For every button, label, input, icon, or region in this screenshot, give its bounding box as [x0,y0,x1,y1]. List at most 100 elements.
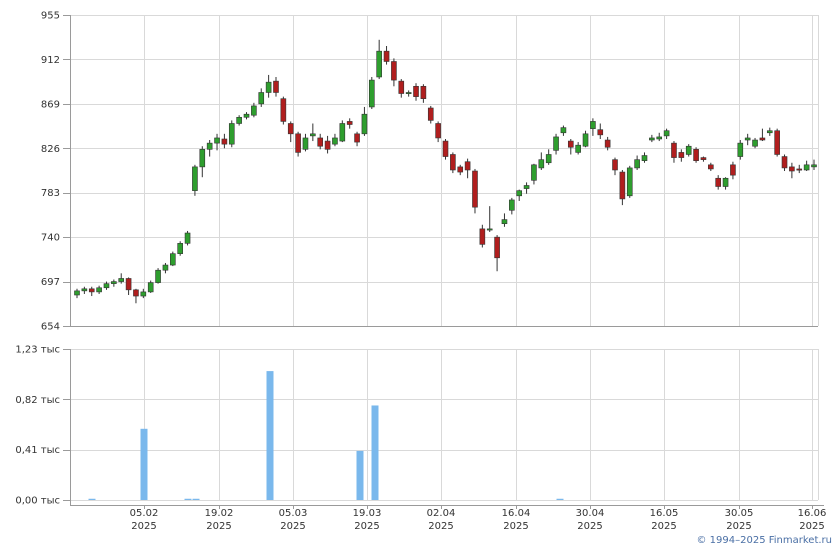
candle-body [678,152,685,158]
candle [317,133,324,150]
candle-body [273,80,279,93]
candle [251,102,257,118]
candle [597,123,604,139]
volume-y-tick-label: 0,41 тыс [15,445,60,456]
candle-body [634,159,640,169]
candle-body [413,85,419,97]
x-tick-year-label: 2025 [131,521,156,532]
x-tick-year-label: 2025 [503,521,528,532]
candle-body [118,278,125,282]
candle [766,127,773,136]
candle [184,230,191,246]
price-y-axis-labels: 955 912 869 826 783 740 697 654 [41,11,70,333]
candle [494,235,500,272]
candle [789,162,795,179]
candle [391,58,397,87]
x-tick-date-label: 05.02 [130,508,159,519]
candle [656,132,663,142]
candle-body [103,283,110,289]
candle [671,141,677,163]
candle [435,121,441,143]
candle-body [597,129,604,136]
x-tick-date-label: 16.04 [502,508,531,519]
candle-body [641,155,648,161]
candle [368,76,375,110]
candle-body [339,123,346,142]
candle [774,128,780,157]
candle [383,45,390,65]
volume-bar [556,498,564,500]
candle-body [140,291,147,297]
candle-body [346,121,353,125]
candle-body [501,219,508,225]
price-y-tick-label: 826 [41,144,60,155]
candle [287,121,294,143]
candle-body [258,92,265,105]
candle [472,168,478,214]
candle-body [663,130,670,137]
candle [479,224,486,248]
candle-body [133,289,139,297]
candle-body [192,166,198,191]
candle [796,164,803,174]
candle-body [781,156,788,169]
candle [228,120,235,148]
candle-body [722,177,729,187]
candle-body [228,123,235,145]
candle [354,131,360,147]
volume-bar [192,498,200,500]
candle-body [368,79,375,108]
candle-body [243,113,250,118]
price-y-tick-label: 869 [41,99,60,110]
candle-body [199,149,206,168]
candle-body [671,142,677,158]
candle-body [302,137,309,150]
candle [663,128,670,139]
candle [346,118,353,129]
candle-body [442,140,449,157]
volume-y-tick-label: 1,23 тыс [15,345,60,356]
candle-body [700,157,707,160]
candle [324,135,331,154]
candle [310,123,316,142]
candle-body [295,133,301,153]
candle-body [789,166,795,172]
x-tick-year-label: 2025 [428,521,453,532]
candle-body [420,85,427,99]
candle-body [435,123,441,139]
candle [420,84,427,103]
candle-body [531,164,537,181]
candle [177,241,183,256]
price-candles [74,39,817,304]
candle [214,133,220,151]
candle-body [265,81,272,93]
candle-body [796,168,803,171]
candle [693,147,699,163]
candle-body [332,137,338,145]
candle-body [737,142,744,157]
candle-body [774,130,780,155]
candle-body [486,228,493,231]
candle [442,138,449,160]
volume-bar [266,371,274,500]
candle [715,175,721,190]
candle [803,160,810,172]
candle-body [81,288,88,292]
copyright-credit[interactable]: © 1994–2025 Finmarket.ru [696,535,832,546]
volume-y-tick-label: 0,82 тыс [15,395,60,406]
candle [140,288,147,299]
candle [81,286,88,294]
price-y-tick-label: 783 [41,188,60,199]
candle [162,262,169,274]
candle-body [324,140,331,150]
candle [273,76,279,97]
candle [133,288,139,304]
candle [361,106,368,136]
candle [206,140,213,157]
candle-body [582,133,589,147]
candle-body [457,166,464,173]
candle-body [405,92,412,94]
candle [685,144,692,157]
candle-body [612,159,618,171]
